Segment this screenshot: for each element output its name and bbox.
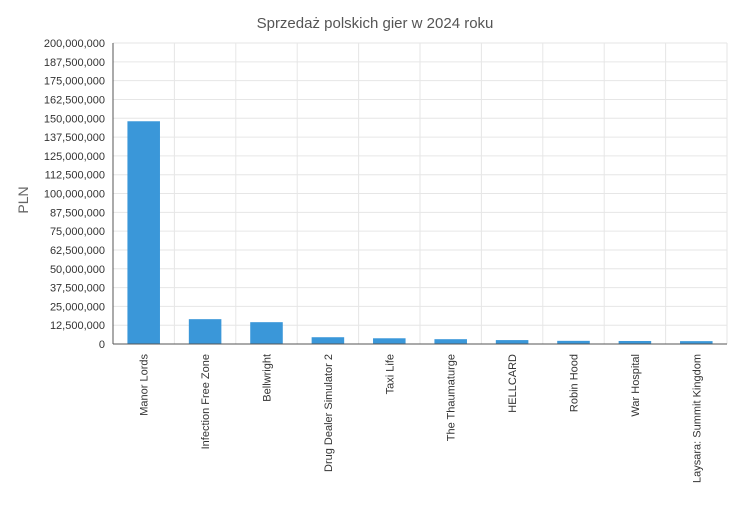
y-tick-labels: 0 12,500,000 25,000,000 37,500,000 50,000,00…: [44, 38, 105, 351]
y-tick-label: 175,000,000: [44, 76, 105, 88]
bar: [434, 339, 467, 344]
y-tick-label: 137,500,000: [44, 132, 105, 144]
x-tick-label: The Thaumaturge: [446, 354, 458, 441]
y-tick-label: 12,500,000: [50, 320, 105, 332]
x-tick-label: War Hospital: [630, 354, 642, 417]
gridlines: [113, 42, 728, 344]
y-tick-label: 100,000,000: [44, 189, 105, 201]
bar: [127, 121, 160, 344]
y-axis-label: PLN: [15, 186, 31, 213]
x-tick-labels: Manor Lords Infection Free Zone Bellwright…: [139, 354, 704, 483]
y-tick-label: 150,000,000: [44, 113, 105, 125]
bar: [495, 340, 529, 344]
y-tick-label: 25,000,000: [50, 301, 105, 313]
y-tick-label: 162,500,000: [44, 94, 105, 106]
axes: [112, 43, 727, 345]
x-tick-label: Robin Hood: [569, 354, 581, 412]
y-tick-label: 50,000,000: [50, 264, 105, 276]
chart-title: Sprzedaż polskich gier w 2024 roku: [257, 15, 494, 32]
y-tick-label: 112,500,000: [45, 170, 105, 182]
bar: [680, 341, 713, 344]
bar: [188, 319, 222, 344]
bars: [127, 121, 713, 344]
y-tick-label: 200,000,000: [44, 38, 105, 50]
y-tick-label: 62,500,000: [50, 245, 105, 257]
y-tick-label: 187,500,000: [44, 57, 105, 69]
x-tick-label: Taxi Life: [384, 354, 396, 394]
x-tick-label: HELLCARD: [507, 354, 519, 413]
x-tick-label: Laysara: Summit Kingdom: [691, 354, 703, 483]
x-tick-label: Drug Dealer Simulator 2: [323, 354, 335, 472]
y-tick-label: 75,000,000: [50, 226, 105, 238]
y-tick-label: 125,000,000: [44, 151, 105, 163]
bar: [311, 337, 345, 344]
bar: [618, 340, 652, 344]
x-tick-label: Manor Lords: [139, 354, 151, 416]
y-tick-label: 0: [99, 339, 105, 351]
y-tick-label: 37,500,000: [50, 283, 105, 295]
bar: [250, 322, 283, 344]
bar: [557, 340, 590, 344]
x-tick-label: Infection Free Zone: [200, 354, 212, 449]
y-tick-label: 87,500,000: [50, 207, 105, 219]
bar: [373, 338, 406, 344]
x-tick-label: Bellwright: [262, 354, 274, 402]
